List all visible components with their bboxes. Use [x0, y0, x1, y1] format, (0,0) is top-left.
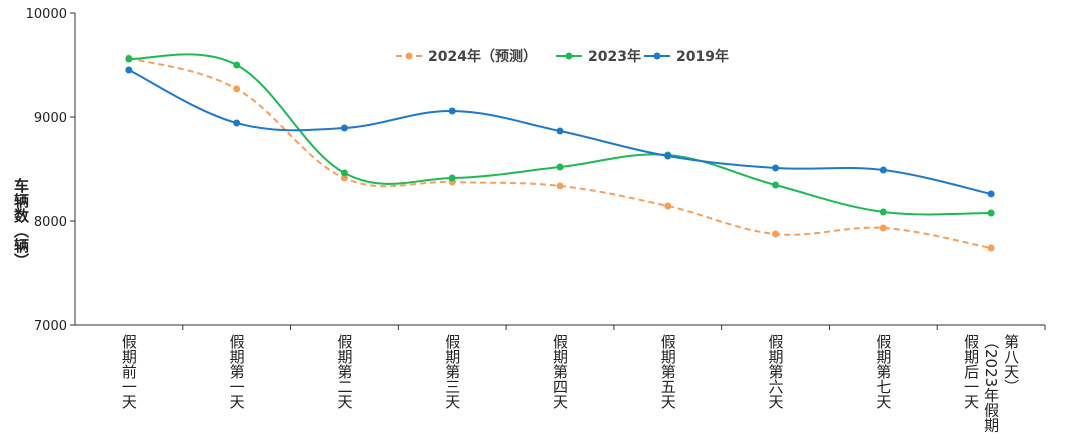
legend-label: 2019年: [676, 48, 729, 65]
data-point: [340, 174, 348, 182]
data-point: [233, 85, 241, 93]
legend-marker: [565, 52, 573, 60]
data-point: [556, 182, 564, 190]
series-line-0: [128, 57, 992, 250]
data-point: [340, 124, 348, 132]
x-tick-label: 第八天）: [1002, 334, 1021, 394]
data-point: [556, 127, 564, 135]
x-tick-label: 假期前一天: [119, 334, 138, 409]
legend-label: 2023年: [588, 48, 641, 65]
data-point: [664, 202, 672, 210]
x-tick-label: 假期第三天: [443, 334, 462, 409]
y-tick-label: 10000: [26, 7, 67, 22]
data-point: [340, 169, 348, 177]
data-point: [556, 163, 564, 171]
legend-label: 2024年（预测）: [428, 48, 537, 65]
data-point: [664, 152, 672, 160]
x-tick-label: 假期第一天: [227, 334, 246, 409]
x-tick-label: （2023年假期: [982, 334, 1001, 433]
x-tick-label: 假期第六天: [766, 334, 785, 409]
legend-marker: [405, 52, 413, 60]
data-point: [772, 164, 780, 172]
legend-marker: [653, 52, 661, 60]
data-point: [772, 230, 780, 238]
data-point: [125, 55, 133, 63]
y-tick-label: 9000: [34, 111, 67, 126]
data-point: [987, 190, 995, 198]
data-point: [879, 208, 887, 216]
data-point: [233, 61, 241, 69]
y-tick-label: 8000: [34, 215, 67, 230]
data-point: [772, 181, 780, 189]
x-tick-label: 假期第二天: [335, 334, 354, 409]
data-point: [879, 166, 887, 174]
y-tick-label: 7000: [34, 319, 67, 334]
data-point: [233, 119, 241, 127]
data-point: [125, 66, 133, 74]
data-point: [987, 244, 995, 252]
x-tick-label: 假期第五天: [658, 334, 677, 409]
y-axis-label: 车辆数（辆）: [12, 178, 30, 268]
data-point: [879, 224, 887, 232]
x-tick-label: 假期第四天: [551, 334, 569, 409]
x-tick-label: 假期后一天: [962, 334, 981, 409]
data-point: [987, 209, 995, 217]
data-point: [448, 107, 456, 115]
x-tick-label: 假期第七天: [874, 334, 893, 409]
data-point: [448, 174, 456, 182]
